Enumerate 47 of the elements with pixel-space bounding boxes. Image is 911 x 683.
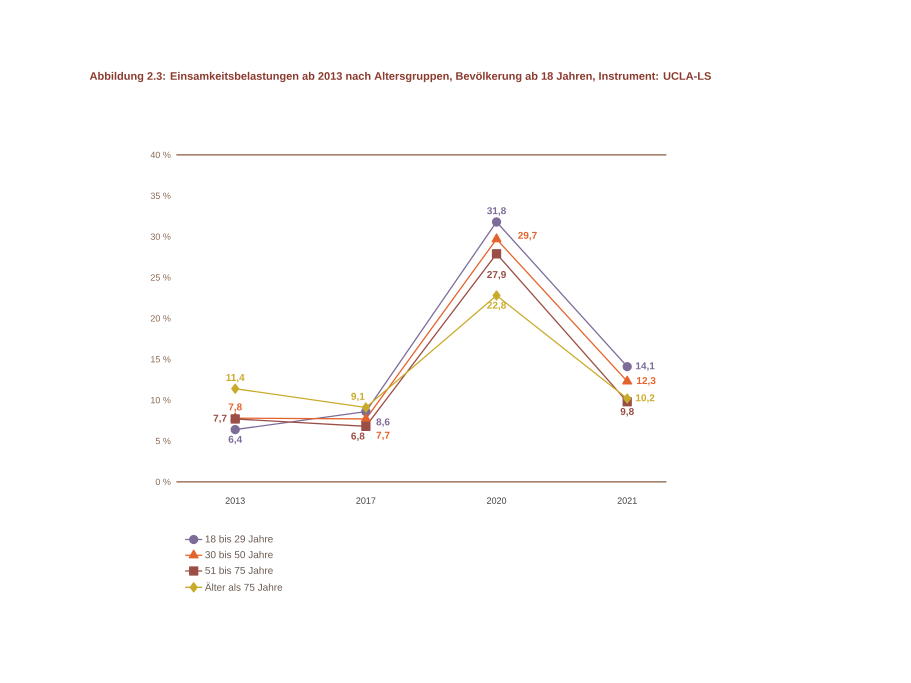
point [231,384,240,394]
data-label: 7,7 [376,432,390,440]
data-label: 22,8 [487,302,506,310]
point [623,393,632,404]
point [492,217,502,227]
x-tick-label: 2013 [226,497,245,504]
point [230,424,240,434]
x-tick-label: 2017 [356,497,376,504]
data-label: 7,7 [214,414,227,424]
data-label: 27,9 [487,271,506,280]
point [362,402,370,413]
x-tick-label: 2021 [618,497,637,504]
y-tick-label: 10 % [151,396,171,404]
point [622,376,632,384]
y-tick-label: 5 % [156,438,171,444]
data-label: 9,1 [351,392,365,402]
data-label: 31,8 [487,207,506,216]
data-label: 29,7 [518,232,537,240]
x-tick-label: 2020 [486,497,506,504]
y-tick-label: 15 % [151,356,171,362]
chart-title: Abbildung 2.3: Einsamkeitsbelastungen ab 2013 nach Altersgruppen, Bevölkerung ab 18 Jahren, Instrument: UCLA-LS [90,72,711,82]
y-tick-label: 40 % [150,152,171,158]
y-tick-label: 25 % [150,274,171,281]
legend-label: 30 bis 50 Jahre [205,550,273,558]
data-label: 11,4 [226,374,245,382]
data-label: 12,3 [637,377,656,386]
legend-label: 18 bis 29 Jahre [206,535,273,542]
data-label: 10,2 [636,394,654,403]
point [361,422,371,431]
data-label: 6,4 [228,436,242,444]
legend-label: Älter als 75 Jahre [204,582,282,591]
data-label: 14,1 [636,362,655,371]
data-label: 6,8 [351,432,365,442]
data-label: 7,8 [228,403,242,412]
point [492,233,502,242]
point [622,362,632,372]
point [492,249,502,258]
point [230,414,240,424]
point [492,290,501,301]
y-tick-label: 30 % [150,233,171,240]
y-tick-label: 35 % [150,192,171,199]
data-label: 9,8 [620,408,634,417]
point [360,413,371,422]
y-tick-label: 0 % [156,478,171,486]
y-tick-label: 20 % [150,315,171,322]
data-label: 8,6 [376,418,390,427]
legend-label: 51 bis 75 Jahre [205,566,273,574]
